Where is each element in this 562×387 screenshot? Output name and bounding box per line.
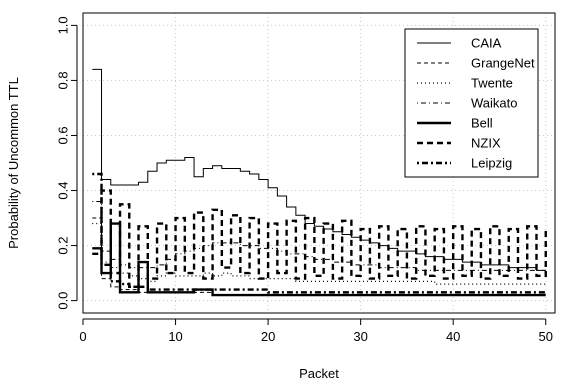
legend-label: Bell (471, 116, 493, 131)
x-tick-label: 0 (79, 329, 86, 344)
series-line-caia (92, 68, 546, 271)
y-axis-title: Probability of Uncommon TTL (6, 77, 21, 249)
y-axis: 0.0 0.2 0.4 0.6 0.8 1.0 (56, 16, 78, 310)
legend: CAIA GrangeNet Twente Waikato Bell NZIX Leipzi… (404, 28, 539, 178)
y-tick-label: 1.0 (56, 16, 71, 34)
x-tick-label: 40 (446, 329, 460, 344)
x-tick-label: 10 (168, 329, 182, 344)
series-line-leipzig (92, 172, 546, 294)
x-axis: 0 10 20 30 40 50 (79, 318, 553, 344)
x-tick-label: 30 (353, 329, 367, 344)
y-tick-label: 0.2 (56, 237, 71, 255)
legend-label: CAIA (471, 36, 502, 51)
y-tick-label: 0.4 (56, 181, 71, 199)
y-tick-label: 0.0 (56, 292, 71, 310)
x-tick-label: 50 (539, 329, 553, 344)
plot-frame (82, 12, 556, 314)
series-line-nzix (92, 189, 547, 289)
series-line-bell (92, 222, 546, 297)
legend-label: Waikato (471, 96, 517, 111)
x-tick-label: 20 (261, 329, 275, 344)
series-layer (92, 68, 547, 297)
legend-label: NZIX (471, 136, 501, 151)
legend-box (404, 28, 539, 178)
legend-label: GrangeNet (471, 56, 535, 71)
y-tick-label: 0.8 (56, 71, 71, 89)
legend-label: Leipzig (471, 156, 512, 171)
y-tick-label: 0.6 (56, 126, 71, 144)
x-axis-title: Packet (299, 366, 339, 381)
legend-label: Twente (471, 76, 513, 91)
grid (82, 13, 555, 313)
